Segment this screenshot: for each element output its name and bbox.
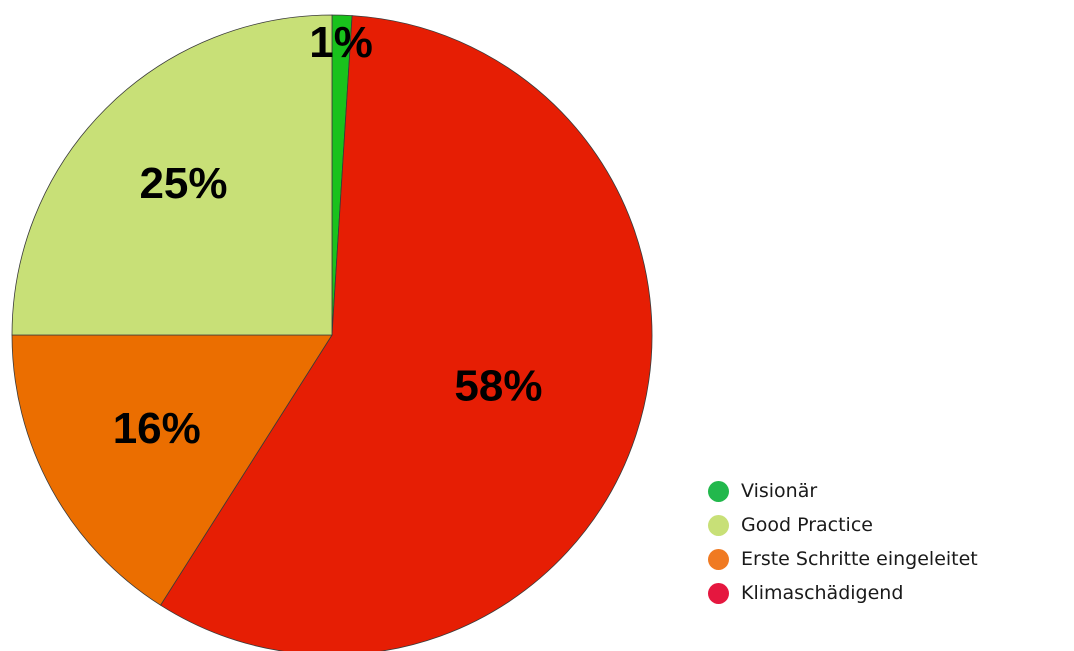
legend-swatch xyxy=(708,514,729,536)
legend-label: Klimaschädigend xyxy=(741,582,904,604)
slice-value-label: 16% xyxy=(113,404,201,453)
pie-slice-erste-schritte-eingeleitet xyxy=(11,334,333,606)
slice-value-label: 58% xyxy=(454,362,542,411)
pie-slice-klimasch-digend xyxy=(159,15,653,651)
legend-label: Erste Schritte eingeleitet xyxy=(741,548,978,570)
slice-value-label: 1% xyxy=(309,18,373,67)
legend-label: Visionär xyxy=(741,480,818,502)
legend-item-erste-schritte: Erste Schritte eingeleitet xyxy=(708,542,978,576)
legend-swatch xyxy=(708,548,729,570)
chart-legend: Visionär Good Practice Erste Schritte ei… xyxy=(708,474,978,610)
legend-item-visionar: Visionär xyxy=(708,474,978,508)
legend-swatch xyxy=(708,480,729,502)
pie-slice-good-practice xyxy=(11,14,333,336)
legend-label: Good Practice xyxy=(741,514,873,536)
legend-swatch xyxy=(708,582,729,604)
slice-value-label: 25% xyxy=(139,159,227,208)
legend-item-good-practice: Good Practice xyxy=(708,508,978,542)
legend-item-klimaschadigend: Klimaschädigend xyxy=(708,576,978,610)
